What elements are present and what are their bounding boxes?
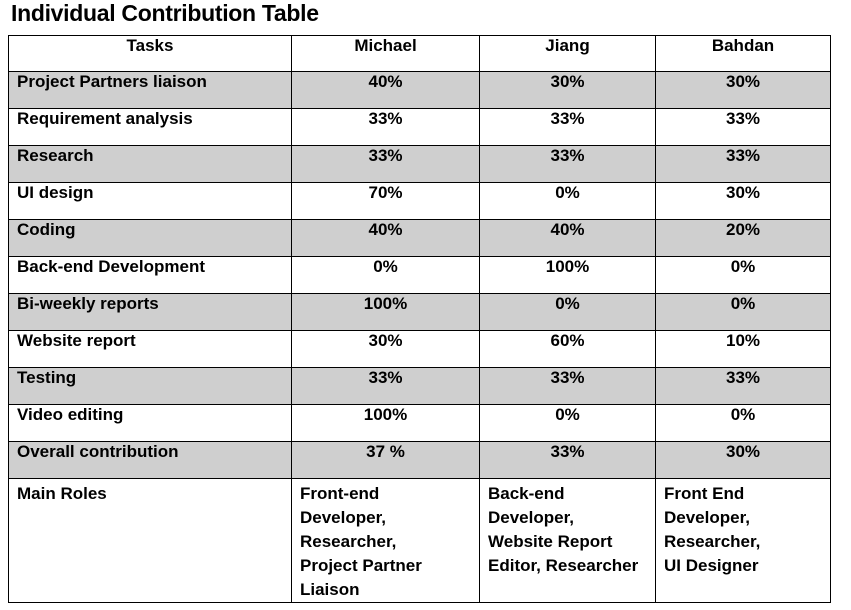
jiang-cell: 33% [479,367,656,405]
role-line: UI Designer [664,556,759,575]
role-line: Developer, [488,508,574,527]
jiang-cell: 0% [479,293,656,331]
role-line: Developer, [300,508,386,527]
role-line: Developer, [664,508,750,527]
task-cell: Project Partners liaison [8,71,292,109]
bahdan-cell: 0% [655,293,831,331]
role-line: Researcher, [664,532,761,551]
bahdan-cell: 0% [655,404,831,442]
task-cell: UI design [8,182,292,220]
role-line: Project Partner [300,556,422,575]
role-line: Researcher, [300,532,397,551]
michael-cell: 33% [291,145,480,183]
table-row: Website report 30% 60% 10% [8,330,831,368]
bahdan-cell: 10% [655,330,831,368]
bahdan-cell: 33% [655,108,831,146]
bahdan-cell: 20% [655,219,831,257]
jiang-cell: 40% [479,219,656,257]
michael-cell: 37 % [291,441,480,479]
task-cell: Bi-weekly reports [8,293,292,331]
task-cell: Testing [8,367,292,405]
task-cell: Website report [8,330,292,368]
michael-cell: 100% [291,404,480,442]
table-row: Bi-weekly reports 100% 0% 0% [8,293,831,331]
contribution-table: Tasks Michael Jiang Bahdan Project Partn… [8,35,831,603]
task-cell: Overall contribution [8,441,292,479]
jiang-cell: 30% [479,71,656,109]
bahdan-cell: 33% [655,367,831,405]
roles-row: Main Roles Front-end Developer, Research… [8,478,831,603]
table-row: Research 33% 33% 33% [8,145,831,183]
michael-cell: 0% [291,256,480,294]
bahdan-roles: Front End Developer, Researcher, UI Desi… [655,478,831,603]
bahdan-cell: 30% [655,182,831,220]
header-michael: Michael [291,35,480,72]
michael-cell: 40% [291,71,480,109]
header-bahdan: Bahdan [655,35,831,72]
header-row: Tasks Michael Jiang Bahdan [8,35,831,72]
michael-cell: 33% [291,108,480,146]
bahdan-cell: 0% [655,256,831,294]
michael-cell: 100% [291,293,480,331]
role-line: Front End [664,484,745,503]
task-cell: Research [8,145,292,183]
header-tasks: Tasks [8,35,292,72]
michael-cell: 70% [291,182,480,220]
bahdan-cell: 33% [655,145,831,183]
michael-roles: Front-end Developer, Researcher, Project… [291,478,480,603]
michael-cell: 40% [291,219,480,257]
michael-cell: 30% [291,330,480,368]
jiang-cell: 33% [479,145,656,183]
table-row: Requirement analysis 33% 33% 33% [8,108,831,146]
role-line: Editor, Researcher [488,556,639,575]
task-cell: Video editing [8,404,292,442]
task-cell: Back-end Development [8,256,292,294]
header-jiang: Jiang [479,35,656,72]
table-row: Overall contribution 37 % 33% 30% [8,441,831,479]
bahdan-cell: 30% [655,441,831,479]
role-line: Website Report [488,532,613,551]
table-row: Testing 33% 33% 33% [8,367,831,405]
task-cell: Requirement analysis [8,108,292,146]
role-line: Front-end [300,484,380,503]
michael-cell: 33% [291,367,480,405]
jiang-cell: 33% [479,108,656,146]
table-row: Coding 40% 40% 20% [8,219,831,257]
jiang-cell: 60% [479,330,656,368]
table-row: Project Partners liaison 40% 30% 30% [8,71,831,109]
jiang-cell: 0% [479,182,656,220]
jiang-cell: 33% [479,441,656,479]
table-row: Back-end Development 0% 100% 0% [8,256,831,294]
table-row: UI design 70% 0% 30% [8,182,831,220]
jiang-cell: 100% [479,256,656,294]
table-row: Video editing 100% 0% 0% [8,404,831,442]
role-line: Liaison [300,580,360,599]
page-title: Individual Contribution Table [11,0,319,26]
task-cell: Coding [8,219,292,257]
role-line: Back-end [488,484,565,503]
jiang-roles: Back-end Developer, Website Report Edito… [479,478,656,603]
jiang-cell: 0% [479,404,656,442]
roles-label: Main Roles [8,478,292,603]
bahdan-cell: 30% [655,71,831,109]
